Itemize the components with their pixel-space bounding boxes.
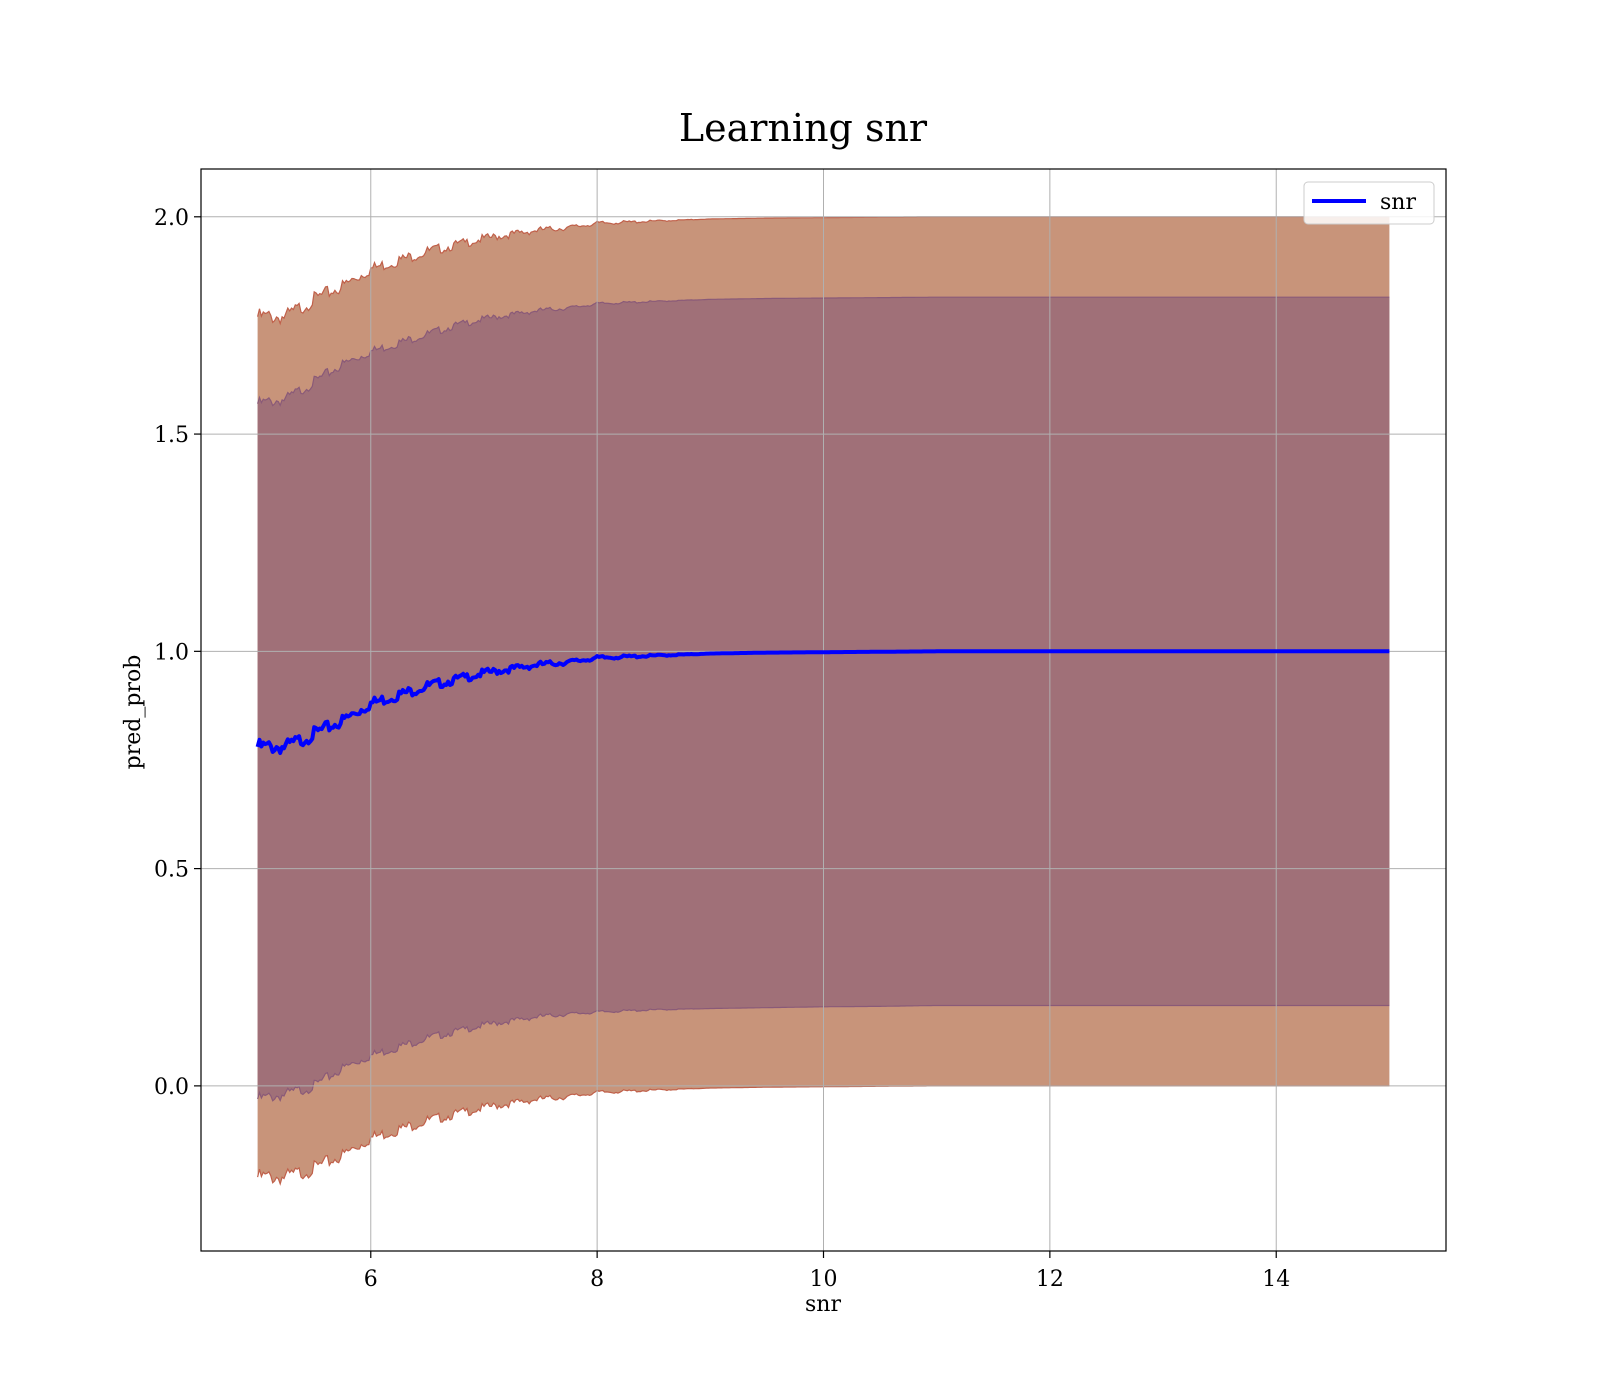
- y-tick-label: 0.5: [154, 858, 189, 883]
- plot-area: 6 8 10 12 14 0.0 0.5 1.0 1.5 2.0 snr: [154, 168, 1447, 1292]
- series-line-snr: [255, 649, 1390, 755]
- x-tick-label: 12: [1036, 1267, 1064, 1292]
- x-tick-label: 14: [1262, 1267, 1290, 1292]
- legend-box: [1303, 181, 1435, 225]
- x-axis-label: snr: [805, 1292, 841, 1317]
- x-tick-label: 6: [364, 1267, 378, 1292]
- y-tick-label: 1.5: [154, 423, 189, 448]
- y-tick-label: 0.0: [154, 1075, 189, 1100]
- x-tick-label: 8: [590, 1267, 604, 1292]
- x-tick-label: 10: [810, 1267, 838, 1292]
- chart-title: Learning snr: [679, 106, 928, 150]
- y-tick-label: 1.0: [154, 640, 189, 665]
- legend-label: snr: [1380, 190, 1416, 215]
- legend: snr: [1303, 181, 1435, 225]
- y-axis-label: pred_prob: [121, 655, 146, 770]
- y-tick-label: 2.0: [154, 206, 189, 231]
